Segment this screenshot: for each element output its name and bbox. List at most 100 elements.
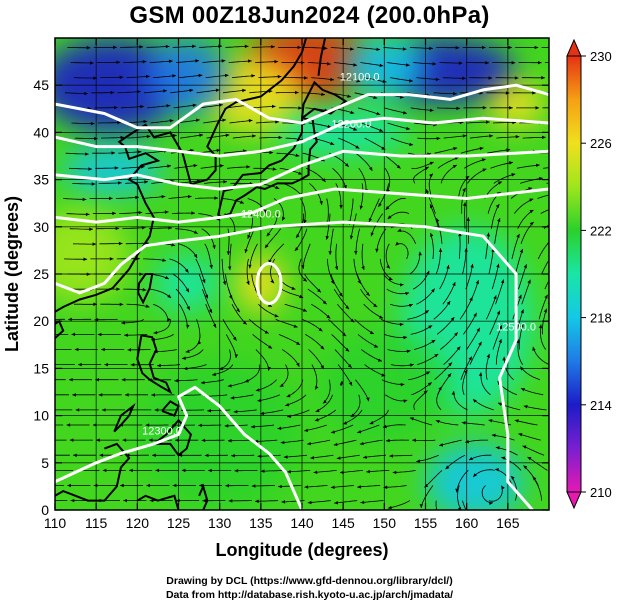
streamline-arrow xyxy=(222,281,226,286)
streamline-arrow xyxy=(543,308,547,313)
streamline-arrow xyxy=(386,438,390,443)
x-tick-label: 145 xyxy=(331,515,355,531)
streamline xyxy=(463,158,486,169)
streamline-arrow xyxy=(319,201,323,205)
streamline xyxy=(228,60,252,63)
coastline xyxy=(153,418,193,457)
streamline-arrow xyxy=(112,211,116,216)
streamline xyxy=(495,338,502,365)
streamline-arrow xyxy=(478,341,482,346)
streamline xyxy=(495,279,504,305)
streamline xyxy=(368,198,380,223)
height-contour xyxy=(55,385,304,510)
streamline-arrow xyxy=(274,59,279,64)
streamline-arrow xyxy=(563,165,567,168)
streamline-arrow xyxy=(151,393,155,397)
streamline-arrow xyxy=(454,156,459,161)
streamline-arrow xyxy=(498,181,503,185)
streamline-arrow xyxy=(509,161,513,165)
streamline-arrow xyxy=(498,325,503,330)
streamline xyxy=(298,258,308,282)
streamline-arrow xyxy=(497,402,502,406)
streamline-arrow xyxy=(146,483,150,488)
streamline xyxy=(416,288,436,305)
streamline-arrow xyxy=(343,185,347,189)
streamline-arrow xyxy=(455,488,459,493)
y-tick-label: 30 xyxy=(33,219,49,235)
streamline-arrow xyxy=(457,506,462,510)
streamline-arrow xyxy=(428,325,433,329)
streamline-arrow xyxy=(409,142,414,147)
streamline-arrow xyxy=(145,74,150,79)
streamline-arrow xyxy=(117,120,121,125)
streamline xyxy=(494,468,513,486)
streamline xyxy=(66,213,90,215)
streamline-arrow xyxy=(90,61,94,65)
streamline xyxy=(231,75,256,78)
streamline xyxy=(497,402,521,411)
streamline-arrow xyxy=(142,59,147,64)
streamline xyxy=(390,364,414,367)
streamline xyxy=(357,47,381,50)
streamline-arrow xyxy=(67,483,71,488)
streamline xyxy=(126,303,150,308)
streamline xyxy=(466,121,490,124)
streamline-arrow xyxy=(355,145,360,149)
streamline-arrow xyxy=(267,303,272,307)
streamline-arrow xyxy=(446,301,451,305)
streamline-arrow xyxy=(532,91,536,95)
streamline xyxy=(287,470,311,473)
streamline-arrow xyxy=(431,339,436,344)
streamline-arrow xyxy=(518,432,523,437)
streamline xyxy=(439,439,462,446)
streamline xyxy=(117,91,141,94)
streamline xyxy=(199,104,223,109)
streamline xyxy=(199,45,223,48)
streamline xyxy=(175,60,200,63)
streamline xyxy=(442,281,456,305)
streamline-arrow xyxy=(314,418,319,422)
streamline-arrow xyxy=(468,356,472,361)
streamline-arrow xyxy=(124,333,128,337)
streamline-arrow xyxy=(500,279,505,284)
streamline-arrow xyxy=(204,294,208,299)
streamline-arrow xyxy=(330,77,335,82)
streamline xyxy=(435,500,438,510)
x-tick-label: 160 xyxy=(455,515,479,531)
height-contour xyxy=(55,149,549,191)
streamline-arrow xyxy=(129,468,133,473)
streamline xyxy=(304,273,322,293)
streamline-arrow xyxy=(315,408,320,413)
streamline xyxy=(460,147,484,154)
streamline xyxy=(207,409,231,412)
x-tick-label: 155 xyxy=(414,515,438,531)
streamline xyxy=(97,122,121,124)
streamline xyxy=(147,165,172,169)
streamline xyxy=(285,394,307,406)
streamline-arrow xyxy=(392,470,397,475)
field-blob xyxy=(55,207,130,303)
streamline-arrow xyxy=(174,378,179,383)
streamline xyxy=(458,232,461,259)
streamline xyxy=(486,295,497,320)
streamline-arrow xyxy=(451,390,456,395)
streamline-arrow xyxy=(234,468,239,473)
streamline-arrow xyxy=(251,484,256,488)
streamline xyxy=(127,135,151,139)
streamline-arrow xyxy=(148,438,153,442)
streamline xyxy=(168,196,192,199)
streamline xyxy=(424,470,443,488)
streamline-arrow xyxy=(152,453,156,458)
streamline-arrow xyxy=(214,196,219,200)
streamline xyxy=(360,288,378,308)
streamline xyxy=(360,183,364,210)
streamline xyxy=(387,349,411,352)
streamline-arrow xyxy=(399,283,404,287)
streamline-arrow xyxy=(327,62,331,66)
streamline xyxy=(305,167,326,183)
streamline xyxy=(395,243,409,260)
streamline xyxy=(492,122,517,124)
streamline xyxy=(543,224,549,229)
streamline-arrow xyxy=(510,475,515,480)
streamline-arrow xyxy=(193,230,198,234)
